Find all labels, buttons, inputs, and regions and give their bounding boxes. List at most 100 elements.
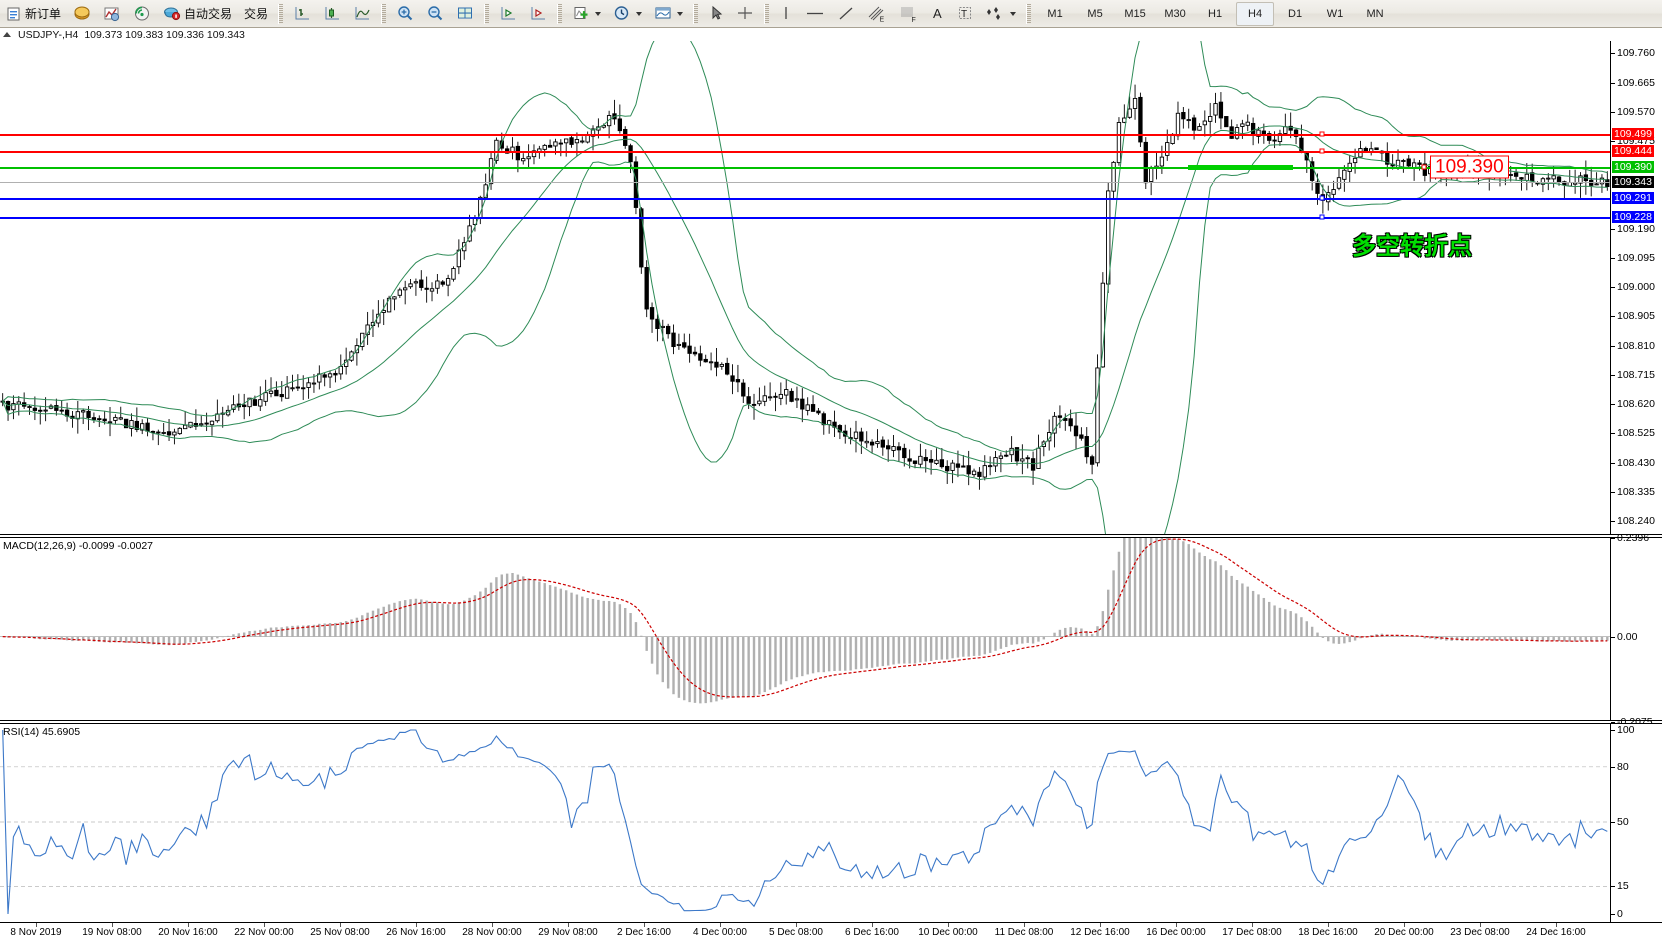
shapes-button[interactable] bbox=[980, 1, 1021, 27]
autotrade-button[interactable]: 自动交易 bbox=[158, 1, 237, 27]
time-tick bbox=[1252, 923, 1253, 927]
level-line-support[interactable] bbox=[0, 197, 1610, 200]
macd-pane[interactable]: MACD(12,26,9) -0.0099 -0.0027 0.2396 0.00… bbox=[0, 532, 1662, 728]
price-tick-label: 108.620 bbox=[1617, 398, 1655, 411]
new-order-button[interactable]: 新订单 bbox=[1, 1, 66, 27]
pivot-highlight-band[interactable] bbox=[1188, 165, 1293, 171]
vertical-line-button[interactable] bbox=[774, 1, 798, 27]
callout-anchor[interactable] bbox=[1421, 164, 1427, 170]
price-tick bbox=[1611, 82, 1615, 84]
text-label-icon: A bbox=[933, 6, 942, 21]
rsi-pane[interactable]: RSI(14) 45.6905 100 80 50 15 0 bbox=[0, 723, 1662, 923]
level-anchor[interactable] bbox=[1319, 131, 1325, 137]
rsi-tick bbox=[1611, 822, 1615, 823]
level-line-resistance[interactable] bbox=[0, 150, 1610, 153]
level-line-last-price[interactable] bbox=[0, 181, 1610, 183]
price-tick-label: 108.430 bbox=[1617, 456, 1655, 469]
period-button[interactable] bbox=[608, 1, 647, 27]
price-level-tag-pivot[interactable]: 109.390 bbox=[1612, 161, 1654, 174]
signal-icon bbox=[135, 6, 150, 21]
gold-candle-button[interactable] bbox=[68, 1, 96, 27]
timeframe-h1-button[interactable]: H1 bbox=[1208, 7, 1223, 20]
chart-annotation-text[interactable]: 多空转折点 bbox=[1352, 232, 1472, 260]
crosshair-button[interactable] bbox=[731, 1, 759, 27]
price-level-tag-resistance[interactable]: 109.444 bbox=[1612, 144, 1654, 157]
price-callout-box[interactable]: 109.390 bbox=[1430, 155, 1509, 179]
timeframe-h4-button[interactable]: H4 bbox=[1236, 1, 1275, 26]
level-line-support[interactable] bbox=[0, 217, 1610, 220]
templates-button[interactable] bbox=[649, 1, 688, 27]
toolbar-separator bbox=[484, 3, 490, 24]
price-tick-label: 109.760 bbox=[1617, 47, 1655, 60]
timeframe-m5-button[interactable]: M5 bbox=[1087, 7, 1103, 20]
price-tick bbox=[1611, 462, 1615, 464]
equidistant-channel-button[interactable]: E bbox=[862, 1, 892, 27]
timeframe-w1-button[interactable]: W1 bbox=[1326, 7, 1344, 20]
rsi-scale: 100 80 50 15 0 bbox=[1610, 724, 1662, 922]
level-anchor[interactable] bbox=[1319, 214, 1325, 220]
macd-plot[interactable] bbox=[0, 538, 1610, 720]
line-chart-button[interactable] bbox=[348, 1, 376, 27]
time-tick bbox=[112, 923, 113, 927]
price-level-tag-support[interactable]: 109.291 bbox=[1612, 191, 1654, 204]
time-tick-label: 2 Dec 16:00 bbox=[617, 927, 671, 938]
chart-area[interactable]: 109.390 多空转折点 109.760 109.665 109.570 109.47… bbox=[0, 41, 1662, 948]
zoom-in-button[interactable] bbox=[391, 1, 419, 27]
time-tick-label: 20 Dec 00:00 bbox=[1374, 927, 1434, 938]
level-line-pivot[interactable] bbox=[0, 167, 1610, 170]
time-tick-label: 19 Nov 08:00 bbox=[82, 927, 142, 938]
bar-chart-button[interactable] bbox=[288, 1, 316, 27]
level-anchor[interactable] bbox=[1319, 148, 1325, 154]
zoom-out-button[interactable] bbox=[421, 1, 449, 27]
chevron-down-icon[interactable] bbox=[595, 11, 602, 16]
price-level-tag-last-price[interactable]: 109.343 bbox=[1612, 175, 1654, 188]
time-tick-label: 5 Dec 08:00 bbox=[769, 927, 823, 938]
price-plot[interactable]: 109.390 多空转折点 bbox=[0, 41, 1610, 534]
add-indicator-button[interactable] bbox=[567, 1, 606, 27]
text-box-button[interactable]: T bbox=[952, 1, 978, 27]
shift-start-button[interactable] bbox=[494, 1, 522, 27]
price-tick-label: 109.570 bbox=[1617, 105, 1655, 118]
time-tick-label: 8 Nov 2019 bbox=[10, 927, 62, 938]
timeframe-mn-button[interactable]: MN bbox=[1366, 7, 1384, 20]
collapse-triangle-icon[interactable] bbox=[3, 32, 11, 37]
price-pane[interactable]: 109.390 多空转折点 109.760 109.665 109.570 109.47… bbox=[0, 41, 1662, 535]
horizontal-line-button[interactable] bbox=[800, 1, 830, 27]
price-scale[interactable]: 109.760 109.665 109.570 109.475 109.190 109.0… bbox=[1610, 41, 1662, 534]
level-line-resistance[interactable] bbox=[0, 133, 1610, 136]
rsi-tick-label: 50 bbox=[1617, 816, 1629, 828]
price-tick bbox=[1611, 345, 1615, 347]
trade-button[interactable]: 交易 bbox=[239, 1, 273, 27]
timeframe-d1-button[interactable]: D1 bbox=[1288, 7, 1303, 20]
cursor-button[interactable] bbox=[703, 1, 729, 27]
time-tick bbox=[568, 923, 569, 927]
timeframe-m1-button[interactable]: M1 bbox=[1047, 7, 1063, 20]
rsi-plot[interactable] bbox=[0, 724, 1610, 922]
time-axis[interactable]: 8 Nov 2019 19 Nov 08:00 20 Nov 16:00 22 Nov… bbox=[0, 923, 1662, 948]
timeframe-m30-button[interactable]: M30 bbox=[1164, 7, 1186, 20]
chevron-down-icon[interactable] bbox=[636, 11, 643, 16]
chevron-down-icon[interactable] bbox=[1010, 11, 1017, 16]
price-tick bbox=[1611, 228, 1615, 230]
toolbar-separator bbox=[557, 3, 563, 24]
data-window-button[interactable] bbox=[451, 1, 479, 27]
price-tick-label: 109.095 bbox=[1617, 251, 1655, 264]
shift-end-button[interactable] bbox=[524, 1, 552, 27]
text-label-button[interactable]: A bbox=[926, 1, 950, 27]
fibonacci-button[interactable]: F bbox=[894, 1, 924, 27]
time-tick-label: 26 Nov 16:00 bbox=[386, 927, 446, 938]
price-level-tag-resistance[interactable]: 109.499 bbox=[1612, 127, 1654, 140]
trendline-button[interactable] bbox=[832, 1, 860, 27]
macd-tick-label: 0.00 bbox=[1617, 630, 1638, 643]
timeframe-m15-button[interactable]: M15 bbox=[1124, 7, 1146, 20]
time-tick bbox=[796, 923, 797, 927]
price-tick bbox=[1611, 374, 1615, 376]
chevron-down-icon[interactable] bbox=[677, 11, 684, 16]
price-level-tag-support[interactable]: 109.228 bbox=[1612, 211, 1654, 224]
level-anchor[interactable] bbox=[1319, 195, 1325, 201]
cloud-chart-button[interactable] bbox=[98, 1, 126, 27]
rsi-tick bbox=[1611, 886, 1615, 888]
signal-button[interactable] bbox=[128, 1, 156, 27]
candlestick-chart-button[interactable] bbox=[318, 1, 346, 27]
rsi-tick-label: 100 bbox=[1617, 724, 1635, 736]
